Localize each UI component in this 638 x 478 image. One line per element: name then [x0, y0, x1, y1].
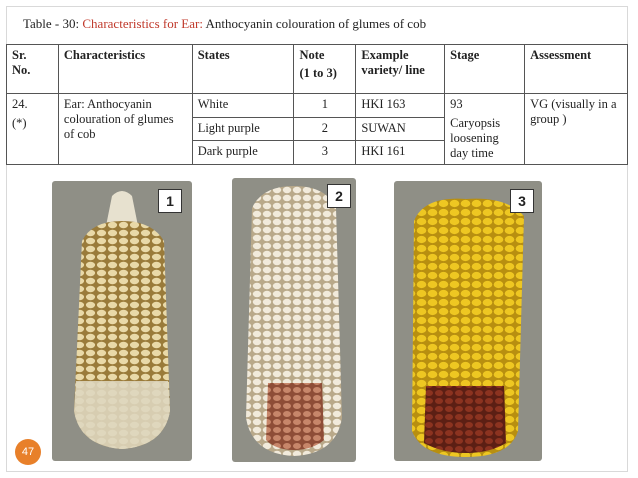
- header-assessment: Assessment: [524, 44, 628, 94]
- table-row: Light purple 2 SUWAN: [7, 116, 628, 142]
- header-sr-no: Sr. No.: [6, 44, 59, 94]
- header-stage: Stage: [444, 44, 526, 94]
- cell-sr-no: 24. (*): [6, 93, 59, 165]
- cell-state: Dark purple: [191, 140, 295, 165]
- corn-cob-dark-purple-glumes-icon: 3: [394, 181, 542, 461]
- cell-assessment: VG (visually in a group ): [524, 93, 628, 165]
- table-row: Dark purple 3 HKI 161: [7, 140, 628, 165]
- slide-frame: [6, 6, 628, 472]
- corn-cob-light-purple-glumes-icon: 2: [232, 178, 356, 462]
- cell-state: Light purple: [191, 116, 295, 142]
- characteristics-table: Sr. No. Characteristics States Note (1 to …: [6, 44, 628, 165]
- cell-note: 3: [293, 140, 357, 165]
- cell-characteristic: Ear: Anthocyanin colouration of glumes o…: [57, 93, 193, 165]
- image-label: 2: [327, 184, 351, 208]
- cell-stage: 93 Caryopsis loosening day time: [444, 93, 526, 165]
- table-header-row: Sr. No. Characteristics States Note (1 to …: [6, 44, 628, 94]
- header-note: Note (1 to 3): [293, 44, 357, 94]
- image-label: 3: [510, 189, 534, 213]
- title-prefix: Table - 30:: [23, 16, 83, 31]
- header-characteristics: Characteristics: [57, 44, 193, 94]
- page-number-badge: 47: [15, 439, 41, 465]
- cell-state: White: [191, 93, 295, 118]
- cell-note: 2: [293, 116, 357, 142]
- title-highlight: Characteristics for Ear:: [82, 16, 203, 31]
- header-states: States: [191, 44, 295, 94]
- table-row: 24. (*) Ear: Anthocyanin colouration of g…: [6, 93, 628, 165]
- corn-cob-white-glumes-icon: 1: [52, 181, 192, 461]
- header-example: Example variety/ line: [355, 44, 446, 94]
- title-rest: Anthocyanin colouration of glumes of cob: [202, 16, 427, 31]
- cell-example: HKI 163: [355, 93, 446, 118]
- table-title: Table - 30: Characteristics for Ear: Ant…: [23, 16, 426, 32]
- cell-example: SUWAN: [355, 116, 446, 142]
- image-label: 1: [158, 189, 182, 213]
- cell-example: HKI 161: [355, 140, 446, 165]
- cell-note: 1: [293, 93, 357, 118]
